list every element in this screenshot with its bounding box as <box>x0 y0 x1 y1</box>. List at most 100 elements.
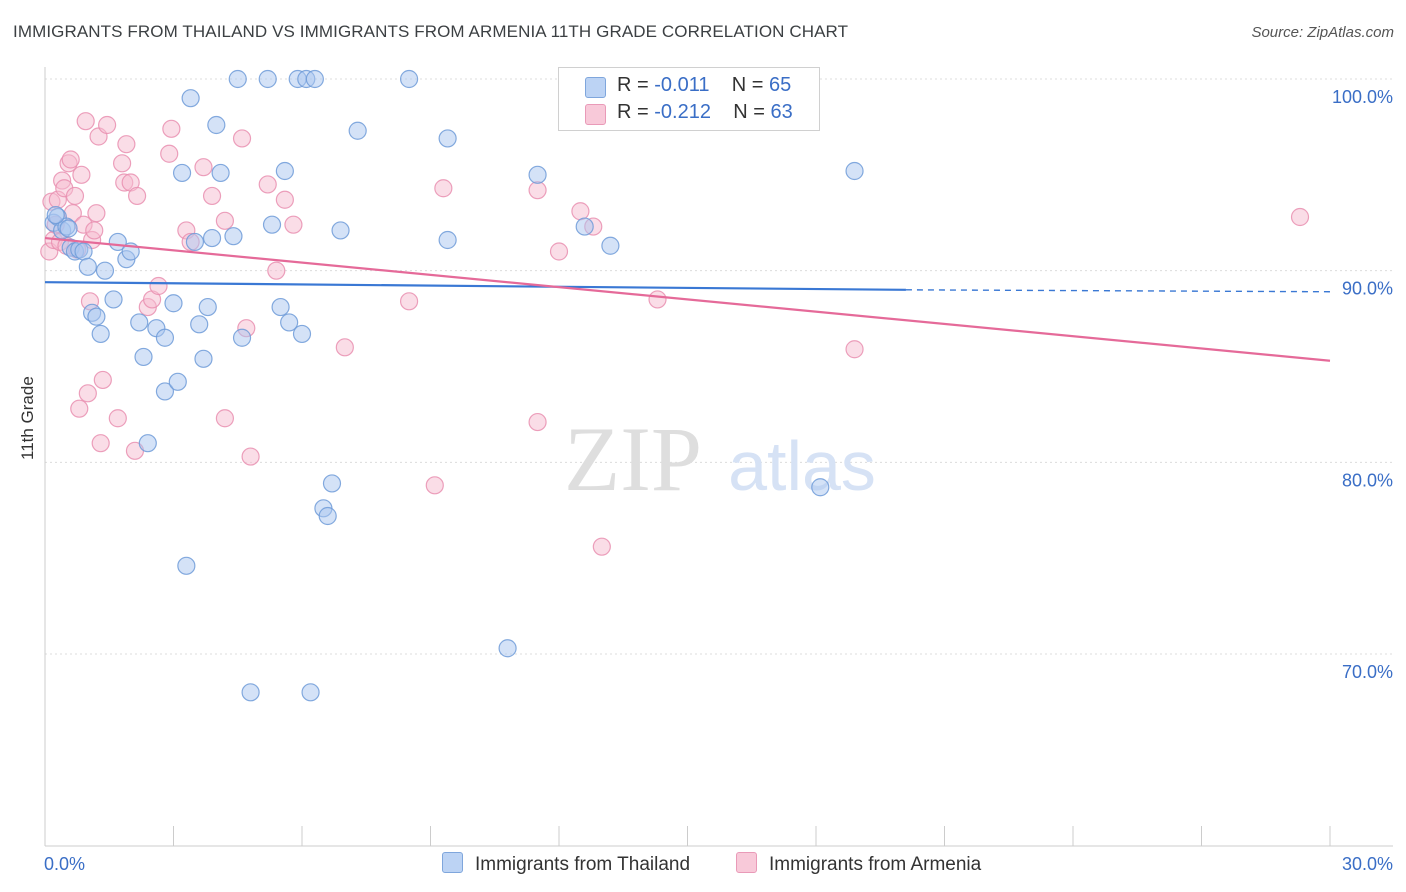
thailand-point <box>280 313 299 332</box>
armenia-point <box>194 158 213 177</box>
armenia-point <box>399 292 419 311</box>
armenia-point <box>232 129 252 148</box>
armenia-point <box>91 434 110 453</box>
watermark: ZIP atlas <box>564 408 876 510</box>
armenia-n-value: 63 <box>770 101 793 123</box>
source-label: Source: ZipAtlas.com <box>1251 24 1394 41</box>
thailand-point <box>155 328 175 347</box>
legend-item-armenia[interactable]: Immigrants from Armenia <box>736 852 981 876</box>
thailand-point <box>164 294 183 313</box>
thailand-n-value: 65 <box>768 74 792 96</box>
armenia-point <box>275 190 294 209</box>
armenia-point <box>162 119 181 138</box>
thailand-point <box>498 639 517 658</box>
armenia-legend-label: Immigrants from Armenia <box>769 854 982 875</box>
armenia-point <box>258 175 277 194</box>
y-axis-label: 11th Grade <box>18 376 37 460</box>
armenia-point <box>215 409 234 428</box>
armenia-r-label: R = <box>617 101 655 123</box>
thailand-point <box>134 347 153 367</box>
thailand-point <box>601 236 620 255</box>
legend-item-thailand[interactable]: Immigrants from Thailand <box>442 852 690 876</box>
thailand-point <box>138 434 157 453</box>
thailand-point <box>177 556 196 575</box>
thailand-point <box>318 506 337 526</box>
armenia-point <box>78 384 97 403</box>
armenia-point <box>215 211 234 230</box>
thailand-point <box>190 315 209 334</box>
thailand-point <box>438 230 457 250</box>
thailand-point <box>228 69 247 89</box>
thailand-point <box>95 261 115 280</box>
thailand-point <box>232 328 252 347</box>
thailand-point <box>78 257 97 276</box>
armenia-point <box>549 242 569 261</box>
thailand-point <box>185 232 205 252</box>
thailand-point <box>207 115 226 135</box>
armenia-point <box>98 115 117 135</box>
y-tick-label: 80.0% <box>1342 470 1393 490</box>
armenia-point <box>127 186 147 206</box>
thailand-point <box>301 683 320 702</box>
armenia-point <box>112 154 132 173</box>
x-tick-label-max: 30.0% <box>1342 854 1393 874</box>
y-tick-labels: 70.0% 80.0% 90.0% 100.0% <box>1332 87 1393 682</box>
thailand-point <box>104 290 123 309</box>
thailand-point <box>155 382 175 401</box>
armenia-point <box>528 181 547 200</box>
armenia-point <box>61 150 80 169</box>
armenia-point <box>335 338 354 357</box>
thailand-point <box>74 242 93 261</box>
armenia-point <box>571 202 590 221</box>
armenia-point <box>72 165 91 184</box>
armenia-point <box>845 340 864 359</box>
armenia-legend-swatch <box>736 852 757 873</box>
thailand-point <box>399 69 419 89</box>
thailand-point <box>241 683 260 702</box>
watermark-zip: ZIP <box>564 408 702 510</box>
armenia-point <box>160 144 179 163</box>
x-tick-label-min: 0.0% <box>44 854 85 874</box>
thailand-point <box>211 163 230 183</box>
series-thailand <box>44 69 864 702</box>
thailand-n-label: N = <box>731 74 769 96</box>
thailand-point <box>258 69 277 89</box>
thailand-point <box>348 121 367 140</box>
thailand-point <box>168 372 187 391</box>
armenia-point <box>202 186 222 206</box>
y-tick-label: 100.0% <box>1332 87 1393 107</box>
thailand-legend-label: Immigrants from Thailand <box>475 854 691 875</box>
armenia-point <box>1290 207 1310 227</box>
thailand-r-label: R = <box>617 74 655 96</box>
thailand-point <box>172 163 192 183</box>
chart-title: IMMIGRANTS FROM THAILAND VS IMMIGRANTS F… <box>13 22 849 41</box>
thailand-point <box>438 129 457 148</box>
armenia-point <box>70 399 89 418</box>
thailand-point <box>46 205 65 225</box>
armenia-point <box>528 412 547 432</box>
thailand-trend-extension <box>905 289 1331 293</box>
armenia-point <box>149 276 168 296</box>
armenia-point <box>85 221 104 240</box>
armenia-point <box>65 186 85 206</box>
correlation-legend: R = -0.011 N = 65 R = -0.212 N = 63 <box>558 67 820 131</box>
gridlines <box>45 78 1393 655</box>
thailand-swatch <box>585 77 606 98</box>
thailand-point <box>528 165 547 184</box>
thailand-point <box>292 324 312 344</box>
armenia-point <box>117 135 136 154</box>
thailand-point <box>305 69 324 89</box>
armenia-n-label: N = <box>733 101 771 123</box>
thailand-point <box>87 307 106 326</box>
thailand-point <box>202 228 222 248</box>
thailand-point <box>91 324 110 344</box>
thailand-point <box>275 161 294 181</box>
thailand-point <box>811 478 830 497</box>
thailand-point <box>194 349 213 368</box>
thailand-point <box>181 89 200 108</box>
thailand-r-value: -0.011 <box>654 74 710 96</box>
y-tick-label: 70.0% <box>1342 662 1393 682</box>
thailand-point <box>59 219 78 238</box>
armenia-point <box>108 409 127 428</box>
